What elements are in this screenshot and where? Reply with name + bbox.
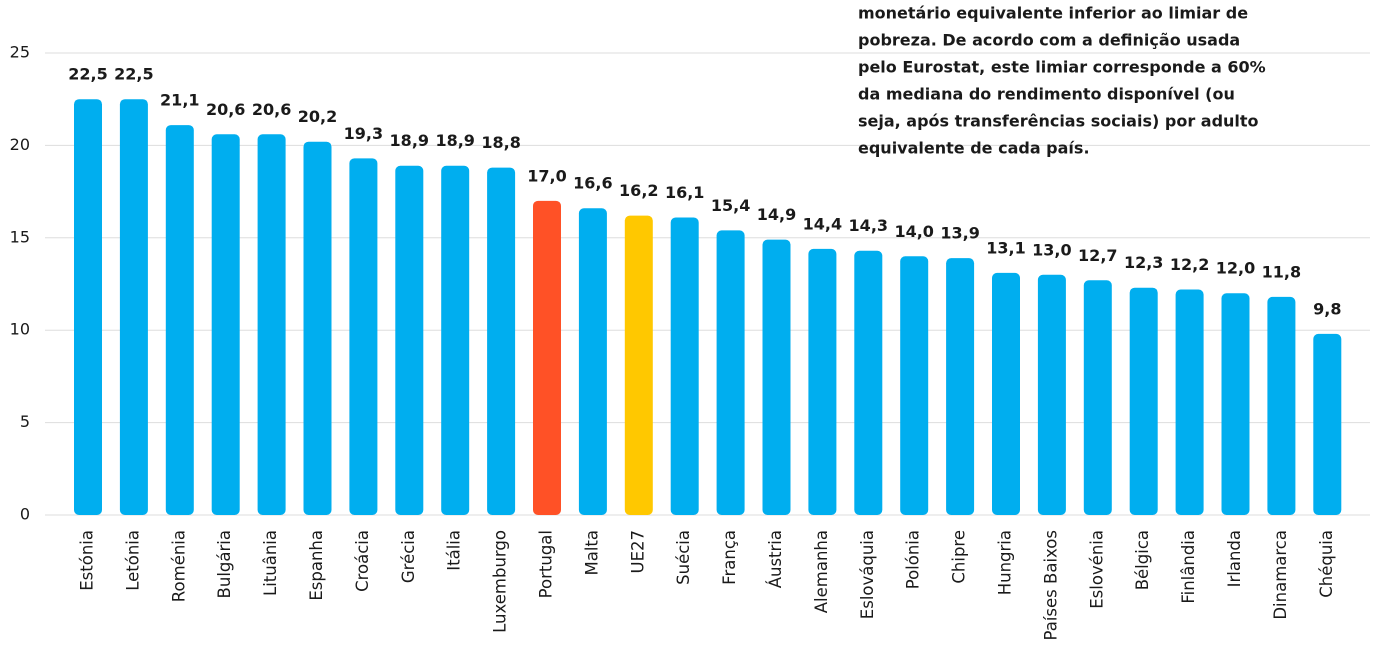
bar: [533, 200, 561, 515]
x-tick-label: Croácia: [353, 530, 372, 592]
x-tick-label: Polónia: [904, 530, 923, 589]
bar: [487, 167, 516, 516]
x-tick-label: Eslovénia: [1087, 530, 1106, 609]
x-tick-label: Itália: [445, 530, 464, 571]
annotation-line: pelo Eurostat, este limiar corresponde a…: [858, 58, 1266, 77]
x-tick-label: Grécia: [399, 530, 418, 583]
x-tick-label: Dinamarca: [1271, 530, 1290, 620]
bar: [716, 230, 745, 515]
x-tick-label: Bulgária: [215, 530, 234, 598]
annotation-line: monetário equivalente inferior ao limiar…: [858, 4, 1248, 23]
bar: [303, 141, 332, 516]
value-label: 14,3: [849, 216, 888, 235]
bar: [1313, 333, 1342, 515]
bar: [349, 158, 378, 515]
bar: [395, 165, 424, 515]
value-label: 16,2: [619, 181, 658, 200]
value-label: 15,4: [711, 196, 750, 215]
y-tick-label: 15: [10, 227, 30, 246]
bar: [992, 272, 1020, 515]
y-tick-label: 25: [10, 43, 30, 62]
y-tick-label: 0: [20, 505, 30, 524]
value-label: 13,9: [940, 224, 979, 243]
bar: [1175, 289, 1204, 515]
x-tick-label: Irlanda: [1225, 530, 1244, 587]
bar: [1221, 293, 1250, 515]
annotation-line: equivalente de cada país.: [858, 139, 1090, 158]
value-label: 13,1: [986, 238, 1025, 257]
bar: [441, 165, 470, 515]
bar: [1267, 296, 1296, 515]
x-tick-label: Hungria: [996, 530, 1015, 595]
x-tick-label: França: [720, 530, 739, 585]
bar: [74, 99, 102, 515]
x-tick-label: Espanha: [307, 530, 326, 601]
x-tick-label: Países Baixos: [1041, 530, 1060, 640]
annotation-line: da mediana do rendimento disponível (ou: [858, 85, 1235, 104]
x-tick-label: Finlândia: [1179, 530, 1198, 604]
x-tick-label: Áustria: [766, 530, 785, 588]
bar: [1083, 280, 1112, 515]
y-tick-label: 10: [10, 320, 30, 339]
x-tick-label: Suécia: [674, 530, 693, 585]
value-label: 12,7: [1078, 246, 1117, 265]
value-label: 11,8: [1262, 262, 1301, 281]
x-tick-label: Bélgica: [1133, 530, 1152, 590]
annotation-line: seja, após transferências sociais) por a…: [858, 112, 1259, 131]
value-label: 14,0: [894, 222, 933, 241]
bar: [257, 134, 286, 515]
bar: [624, 215, 653, 515]
value-label: 12,0: [1216, 259, 1255, 278]
value-label: 14,4: [803, 214, 842, 233]
value-label: 12,3: [1124, 253, 1163, 272]
bar: [946, 258, 975, 515]
x-tick-label: Malta: [582, 530, 601, 576]
bar: [1129, 287, 1158, 515]
bar: [808, 248, 837, 515]
value-label: 16,1: [665, 183, 704, 202]
x-tick-label: Chipre: [950, 530, 969, 584]
x-tick-label: UE27: [628, 530, 647, 574]
value-label: 20,6: [206, 100, 245, 119]
y-tick-label: 20: [10, 135, 30, 154]
x-tick-label: Chéquia: [1317, 530, 1336, 598]
x-tick-label: Roménia: [169, 530, 188, 602]
value-label: 22,5: [114, 65, 153, 84]
value-label: 19,3: [344, 124, 383, 143]
x-tick-label: Alemanha: [812, 530, 831, 613]
x-tick-label: Eslováquia: [858, 530, 877, 619]
bar: [119, 99, 148, 515]
value-label: 13,0: [1032, 240, 1071, 259]
bar: [578, 208, 607, 515]
bar: [670, 217, 699, 516]
value-label: 22,5: [68, 65, 107, 84]
value-label: 9,8: [1313, 299, 1341, 318]
x-tick-label: Estónia: [78, 530, 97, 591]
value-label: 20,6: [252, 100, 291, 119]
y-tick-label: 5: [20, 412, 30, 431]
bar: [854, 250, 883, 515]
bar: [900, 256, 929, 515]
value-label: 20,2: [298, 107, 337, 126]
annotation-line: pobreza. De acordo com a definição usada: [858, 31, 1240, 50]
bar: [211, 134, 240, 515]
bar: [762, 239, 791, 515]
value-label: 18,9: [435, 131, 474, 150]
x-tick-label: Luxemburgo: [491, 530, 510, 633]
bar: [1037, 274, 1066, 515]
value-label: 12,2: [1170, 255, 1209, 274]
value-label: 16,6: [573, 174, 612, 193]
x-tick-label: Letónia: [123, 530, 142, 591]
x-tick-label: Portugal: [537, 530, 556, 598]
value-label: 14,9: [757, 205, 796, 224]
value-label: 21,1: [160, 91, 199, 110]
x-tick-label: Lituânia: [261, 530, 280, 596]
value-label: 18,9: [390, 131, 429, 150]
value-label: 17,0: [527, 166, 566, 185]
value-label: 18,8: [481, 133, 520, 152]
bar: [165, 125, 194, 516]
